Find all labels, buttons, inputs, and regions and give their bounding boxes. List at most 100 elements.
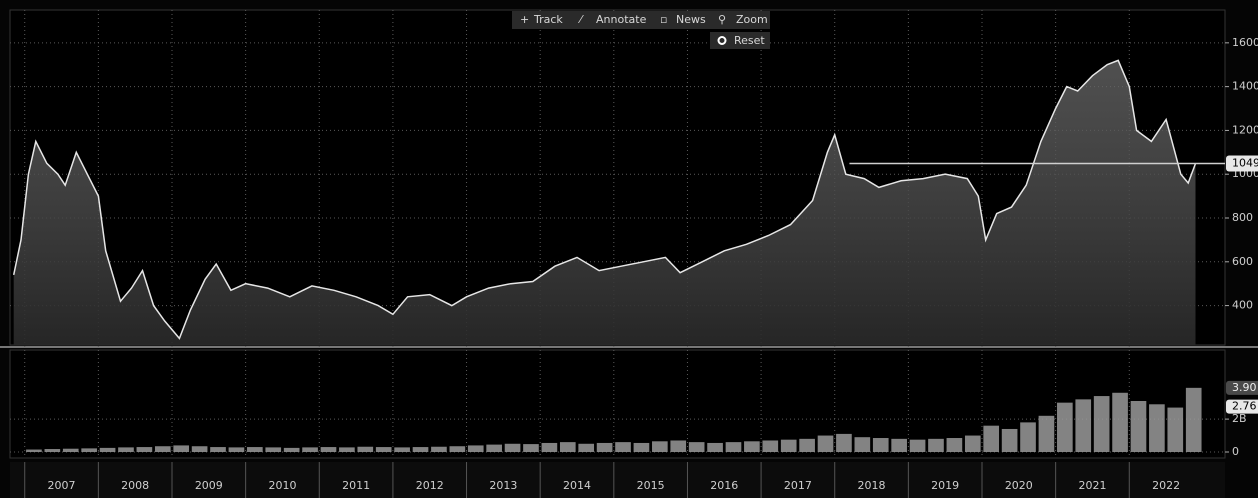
volume-bar bbox=[1001, 428, 1018, 452]
last-price-tag bbox=[1226, 155, 1258, 172]
y-tick-label: 1200 bbox=[1232, 123, 1258, 136]
toolbar-bar bbox=[512, 11, 770, 29]
x-tick-label: 2007 bbox=[48, 479, 76, 492]
track-label[interactable]: Track bbox=[533, 13, 563, 26]
y-tick-label: 1400 bbox=[1232, 80, 1258, 93]
volume-bar bbox=[118, 447, 134, 452]
x-tick-label: 2012 bbox=[416, 479, 444, 492]
volume-bar bbox=[283, 447, 300, 452]
volume-bar bbox=[688, 442, 705, 452]
volume-bar bbox=[559, 442, 576, 452]
volume-bar bbox=[1093, 396, 1110, 452]
volume-bar bbox=[265, 447, 282, 452]
x-tick-label: 2009 bbox=[195, 479, 223, 492]
volume-bar bbox=[615, 442, 631, 452]
volume-bar bbox=[486, 444, 502, 452]
track-button[interactable]: + Track bbox=[520, 13, 563, 26]
volume-bar bbox=[707, 442, 723, 452]
volume-bar bbox=[1167, 407, 1184, 452]
y-tick-label: 0 bbox=[1232, 445, 1239, 458]
volume-bar bbox=[99, 447, 116, 452]
volume-bar bbox=[449, 446, 466, 452]
volume-bar bbox=[817, 435, 834, 452]
volume-bar bbox=[228, 447, 245, 452]
volume-bar bbox=[854, 437, 871, 452]
x-tick-label: 2013 bbox=[489, 479, 517, 492]
volume-bar bbox=[467, 445, 484, 452]
volume-bar bbox=[1185, 387, 1202, 452]
volume-bar bbox=[799, 438, 815, 452]
volume-bar bbox=[541, 442, 558, 452]
volume-bar bbox=[578, 443, 595, 452]
volume-bar bbox=[633, 442, 650, 452]
zoom-icon: ⚲ bbox=[718, 13, 726, 26]
track-icon: + bbox=[520, 13, 529, 26]
y-tick-label: 2B bbox=[1232, 412, 1247, 425]
volume-bar bbox=[339, 447, 355, 452]
volume-bar bbox=[394, 447, 410, 452]
y-tick-label: 800 bbox=[1232, 211, 1253, 224]
volume-bar bbox=[302, 447, 318, 452]
zoom-button[interactable]: ⚲ Zoom bbox=[718, 13, 768, 26]
volume-marker-tag bbox=[1226, 380, 1258, 395]
volume-bar bbox=[780, 439, 797, 452]
volume-bar bbox=[891, 438, 907, 452]
news-button[interactable]: ▫ News bbox=[660, 13, 706, 26]
volume-bar bbox=[946, 438, 963, 452]
x-tick-label: 2008 bbox=[121, 479, 149, 492]
volume-bar bbox=[173, 445, 190, 452]
volume-bar bbox=[1057, 402, 1073, 452]
annotate-icon: ⁄ bbox=[577, 13, 584, 26]
volume-bar bbox=[872, 438, 889, 452]
volume-bar bbox=[670, 440, 687, 452]
x-axis bbox=[10, 462, 1225, 498]
reset-bg bbox=[710, 32, 770, 49]
x-tick-label: 2018 bbox=[858, 479, 886, 492]
volume-bar bbox=[357, 446, 374, 452]
reset-label[interactable]: Reset bbox=[734, 34, 765, 47]
x-tick-label: 2010 bbox=[268, 479, 296, 492]
volume-bar bbox=[44, 449, 61, 452]
volume-bar bbox=[983, 425, 1000, 452]
volume-bar bbox=[1075, 399, 1092, 452]
volume-bar bbox=[26, 449, 42, 452]
volume-bar bbox=[62, 448, 79, 452]
annotate-button[interactable]: ⁄ Annotate bbox=[577, 13, 647, 26]
volume-marker-label: 2.76 bbox=[1232, 400, 1257, 413]
y-tick-label: 600 bbox=[1232, 255, 1253, 268]
x-tick-label: 2021 bbox=[1078, 479, 1106, 492]
zoom-label[interactable]: Zoom bbox=[736, 13, 768, 26]
x-tick-label: 2019 bbox=[931, 479, 959, 492]
volume-bar bbox=[744, 441, 760, 452]
price-line bbox=[12, 59, 1197, 340]
volume-bar bbox=[136, 447, 153, 452]
reset-button[interactable]: Reset bbox=[710, 32, 770, 49]
annotate-label[interactable]: Annotate bbox=[596, 13, 647, 26]
last-price-label: 1049 bbox=[1232, 156, 1258, 169]
y-tick-label: 400 bbox=[1232, 299, 1253, 312]
volume-bar bbox=[964, 435, 981, 452]
volume-bar bbox=[652, 441, 668, 452]
x-tick-label: 2011 bbox=[342, 479, 370, 492]
volume-bar bbox=[1112, 392, 1128, 452]
volume-bar bbox=[1149, 404, 1165, 452]
reset-icon bbox=[717, 36, 727, 45]
volume-bar bbox=[412, 447, 429, 452]
volume-bar bbox=[928, 438, 944, 452]
news-icon: ▫ bbox=[660, 13, 667, 26]
volume-bar bbox=[1038, 415, 1055, 452]
x-tick-label: 2014 bbox=[563, 479, 591, 492]
news-label[interactable]: News bbox=[676, 13, 706, 26]
volume-marker-tag bbox=[1226, 399, 1258, 414]
volume-bar bbox=[504, 443, 521, 452]
volume-bar bbox=[375, 447, 392, 452]
volume-bar bbox=[596, 442, 613, 452]
volume-bar bbox=[247, 447, 263, 452]
x-tick-label: 2022 bbox=[1152, 479, 1180, 492]
volume-bar bbox=[836, 433, 852, 452]
plot-layer: 2007 2008 2009 2010 2011 2012 2013 2014 2015 2016… bbox=[10, 10, 1258, 498]
volume-bar bbox=[1130, 401, 1147, 452]
volume-bar bbox=[523, 444, 539, 452]
volume-bar bbox=[210, 447, 226, 452]
volume-bar bbox=[909, 439, 926, 452]
